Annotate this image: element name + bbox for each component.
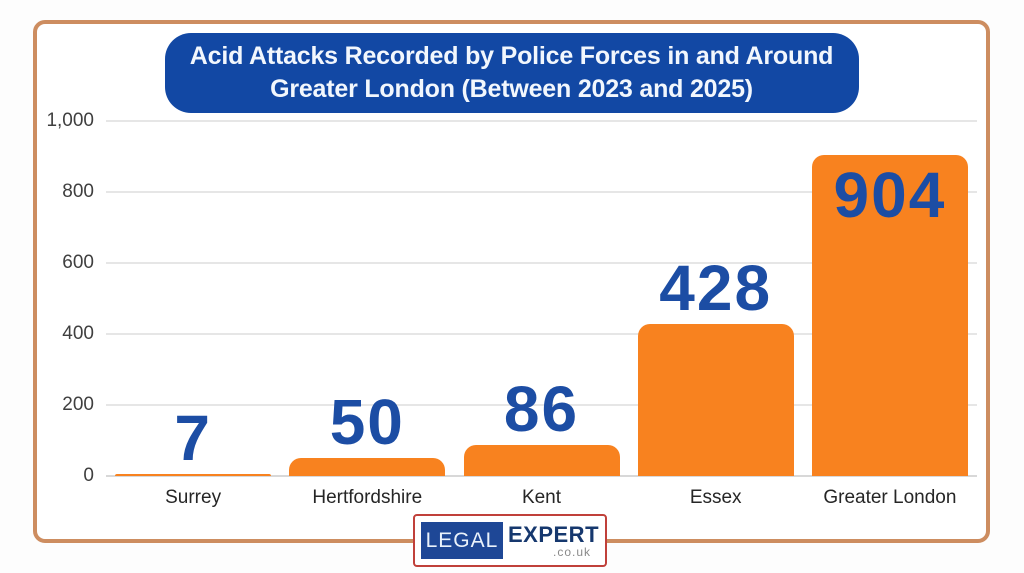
x-category-label-essex: Essex [689, 487, 742, 508]
logo-expert-text: EXPERT [507, 521, 600, 547]
bar-essex [637, 324, 794, 476]
y-tick-label-0: 0 [83, 465, 94, 486]
gridline-800 [106, 191, 977, 193]
value-label-428: 428 [659, 252, 773, 325]
x-category-label-greater-london: Greater London [823, 487, 957, 508]
chart-title-line-1: Acid Attacks Recorded by Police Forces i… [189, 42, 834, 70]
chart-title-line-2: Greater London (Between 2023 and 2025) [270, 75, 753, 103]
value-label-7: 7 [174, 401, 212, 474]
x-category-label-surrey: Surrey [165, 487, 222, 508]
bar-kent [463, 445, 620, 476]
logo-right-block: EXPERT .co.uk [507, 521, 600, 559]
value-label-86: 86 [503, 373, 580, 446]
bar-greater-london [811, 155, 968, 476]
gridline-600 [106, 262, 977, 264]
x-category-label-hertfordshire: Hertfordshire [312, 487, 423, 508]
y-tick-label-1000: 1,000 [46, 110, 94, 131]
bar-surrey [115, 473, 272, 476]
gridline-400 [106, 333, 977, 335]
y-tick-label-200: 200 [62, 394, 94, 415]
x-category-label-kent: Kent [521, 487, 562, 508]
chart-frame: Acid Attacks Recorded by Police Forces i… [33, 20, 990, 543]
value-label-50: 50 [329, 386, 405, 459]
gridline-1000 [106, 120, 977, 122]
value-label-904: 904 [833, 159, 947, 232]
y-tick-label-800: 800 [62, 181, 94, 202]
gridline-200 [106, 404, 977, 406]
y-tick-label-400: 400 [62, 323, 94, 344]
logo-legal-badge: LEGAL [420, 522, 503, 559]
x-axis-baseline [106, 475, 977, 477]
y-tick-label-600: 600 [62, 252, 94, 273]
chart-title-banner: Acid Attacks Recorded by Police Forces i… [164, 33, 859, 113]
legal-expert-logo: LEGAL EXPERT .co.uk [413, 514, 607, 567]
bar-hertfordshire [289, 458, 446, 476]
plot-area: 0 200 400 600 800 1,000 7 Surrey 50 Hertfordshire… [46, 110, 977, 508]
logo-couk-text: .co.uk [553, 544, 592, 559]
